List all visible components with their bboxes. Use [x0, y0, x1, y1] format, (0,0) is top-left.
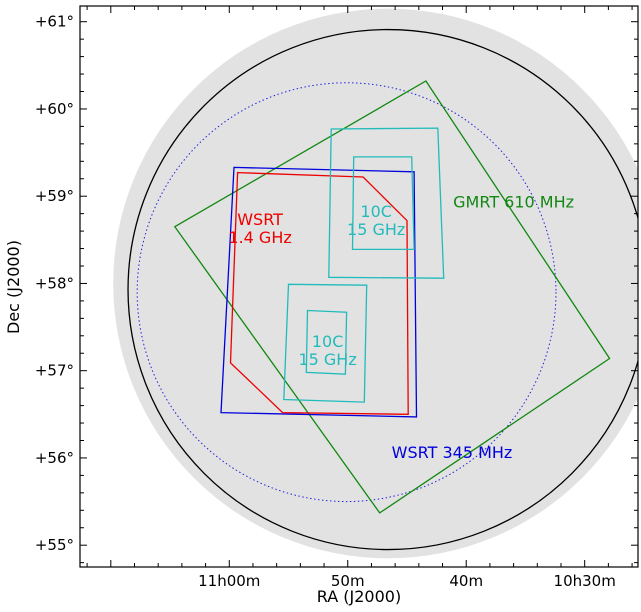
x-tick-label: 50m — [331, 572, 365, 590]
y-tick-label: +61° — [35, 13, 74, 31]
inner-dotted-circle — [136, 82, 557, 503]
x-tick-label: 10h30m — [554, 572, 616, 590]
x-tick-label: 11h00m — [198, 572, 260, 590]
annotation-line: 1.4 GHz — [228, 228, 291, 247]
10c-15-ghz-south-outer-region — [283, 283, 368, 403]
outer-circle — [127, 28, 638, 551]
gmrt-610-mhz-region — [173, 80, 611, 514]
annotation-gmrt-610-mhz: GMRT 610 MHz — [453, 193, 574, 212]
10c-15-ghz-north-inner-region — [351, 156, 415, 251]
annotation-line: 10C — [360, 202, 392, 221]
annotation-10c-15-ghz: 10C 15 GHz — [298, 332, 356, 369]
y-tick-label: +59° — [35, 187, 74, 205]
annotation-line: WSRT — [237, 210, 283, 229]
annotation-10c-15-ghz: 10C 15 GHz — [347, 202, 405, 239]
annotation-line: WSRT 345 MHz — [392, 443, 513, 462]
annotation-wsrt-345-mhz: WSRT 345 MHz — [392, 443, 513, 462]
y-axis-label: Dec (J2000) — [4, 240, 23, 334]
y-tick-label: +55° — [35, 536, 74, 554]
10c-15-ghz-north-outer-region — [328, 127, 445, 279]
x-tick-label: 40m — [449, 572, 483, 590]
wsrt-1-4-ghz-region — [229, 171, 409, 415]
y-tick-label: +56° — [35, 449, 74, 467]
axes: 11h00m 50m 40m 10h30m +55° +56° +57° +58° +59° +6… — [35, 6, 638, 590]
y-tick-label: +60° — [35, 100, 74, 118]
annotation-line: GMRT 610 MHz — [453, 193, 574, 212]
y-tick-label: +58° — [35, 274, 74, 292]
annotation-line: 10C — [312, 332, 344, 351]
x-axis-label: RA (J2000) — [317, 587, 401, 606]
10c-15-ghz-south-inner-region — [305, 309, 348, 375]
y-tick-label: +57° — [35, 362, 74, 380]
annotation-line: 15 GHz — [347, 220, 405, 239]
survey-background — [113, 8, 638, 559]
plot-frame — [79, 5, 639, 568]
annotation-wsrt-1-4-ghz: WSRT 1.4 GHz — [228, 210, 291, 247]
annotation-line: 15 GHz — [298, 350, 356, 369]
